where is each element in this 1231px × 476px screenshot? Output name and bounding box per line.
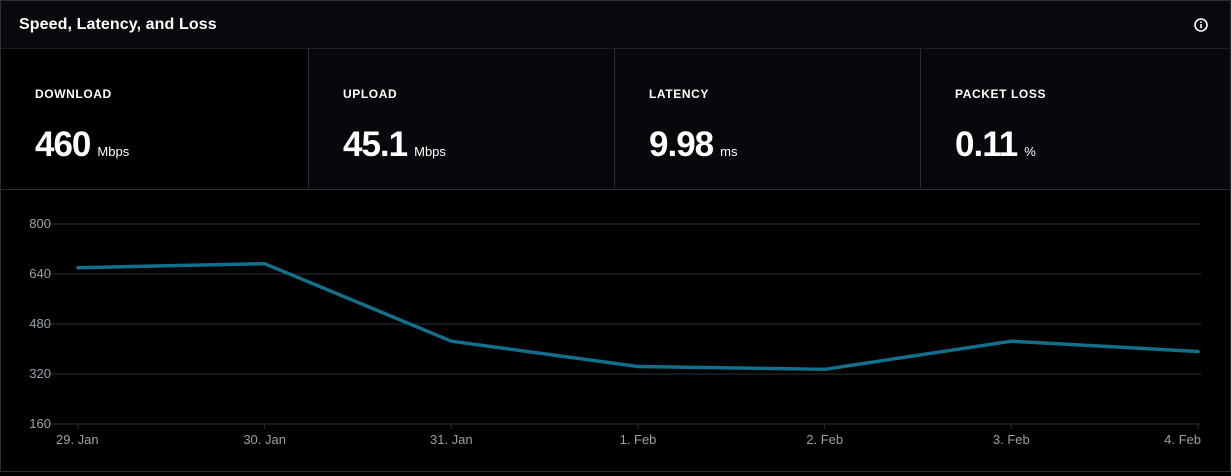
y-tick-label: 160	[29, 416, 51, 431]
data-point	[76, 266, 80, 270]
panel-header: Speed, Latency, and Loss	[1, 1, 1230, 49]
x-tick-label: 29. Jan	[56, 432, 99, 447]
download-line-chart: 800 640 480 320 160 29. Jan 30. Jan 31. Jan 1. F…	[29, 216, 1201, 447]
metric-unit: ms	[720, 144, 738, 159]
chart-area: 800 640 480 320 160 29. Jan 30. Jan 31. Jan 1. F…	[1, 190, 1230, 471]
x-tick-label: 3. Feb	[993, 432, 1030, 447]
metric-label: UPLOAD	[343, 87, 398, 101]
data-point	[636, 365, 640, 368]
metric-unit: %	[1024, 144, 1036, 159]
x-tick-label: 1. Feb	[620, 432, 657, 447]
metric-label: PACKET LOSS	[955, 87, 1047, 101]
y-tick-label: 800	[29, 216, 51, 231]
metric-value: 9.98	[649, 125, 714, 164]
data-point	[263, 262, 267, 266]
data-point	[1009, 339, 1013, 343]
info-circle-icon[interactable]	[1194, 18, 1208, 32]
x-tick-label: 30. Jan	[243, 432, 286, 447]
data-point	[823, 367, 827, 371]
x-tick-label: 4. Feb	[1164, 432, 1201, 447]
data-point	[449, 339, 453, 343]
metric-label: LATENCY	[649, 87, 709, 101]
x-tick-label: 31. Jan	[430, 432, 473, 447]
metric-download: DOWNLOAD 460 Mbps	[1, 49, 309, 188]
metric-unit: Mbps	[414, 144, 446, 159]
series-line	[76, 261, 1200, 372]
data-point	[1196, 350, 1200, 353]
metric-label: DOWNLOAD	[35, 87, 112, 101]
x-tick-label: 2. Feb	[806, 432, 843, 447]
metrics-row: DOWNLOAD 460 Mbps UPLOAD 45.1 Mbps LATENCY…	[1, 49, 1230, 190]
metric-upload: UPLOAD 45.1 Mbps	[309, 49, 615, 188]
panel-title: Speed, Latency, and Loss	[19, 16, 217, 33]
metric-value: 0.11	[955, 125, 1018, 164]
metric-value: 460	[35, 125, 91, 164]
metric-latency: LATENCY 9.98 ms	[615, 49, 921, 188]
y-tick-label: 640	[29, 266, 51, 281]
y-tick-label: 480	[29, 316, 51, 331]
metric-unit: Mbps	[97, 144, 130, 159]
y-tick-label: 320	[29, 366, 51, 381]
metric-packet-loss: PACKET LOSS 0.11%	[921, 49, 1230, 188]
metric-value: 45.1	[343, 125, 408, 164]
